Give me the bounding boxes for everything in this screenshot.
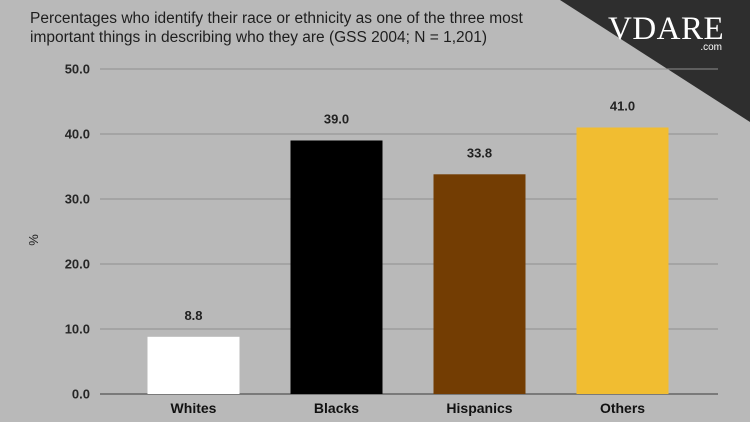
y-tick-label: 30.0 [65,192,90,207]
bar-whites [147,336,240,394]
x-category-label: Blacks [314,400,359,416]
data-label: 39.0 [324,112,349,127]
bar-blacks [290,140,383,394]
logo-domain: .com [700,42,722,53]
y-tick-label: 0.0 [72,387,90,402]
data-label: 8.8 [184,308,202,323]
x-category-label: Whites [171,400,217,416]
logo-wordmark: VDARE [608,11,725,47]
vdare-logo: VDARE .com [608,11,744,53]
bar-others [576,127,669,394]
bars [147,127,669,394]
y-tick-label: 20.0 [65,257,90,272]
data-labels: 8.8 39.0 33.8 41.0 [184,99,635,323]
x-category-label: Hispanics [446,400,512,416]
bar-hispanics [433,174,526,394]
y-axis-ticks: 0.0 10.0 20.0 30.0 40.0 50.0 [65,62,90,402]
y-tick-label: 50.0 [65,62,90,77]
y-axis-label: % [26,234,41,246]
chart-title: Percentages who identify their race or e… [30,10,523,46]
data-label: 33.8 [467,145,492,160]
x-axis-categories: Whites Blacks Hispanics Others [171,400,646,416]
y-tick-label: 40.0 [65,127,90,142]
x-category-label: Others [600,400,645,416]
y-tick-label: 10.0 [65,322,90,337]
data-label: 41.0 [610,99,635,114]
